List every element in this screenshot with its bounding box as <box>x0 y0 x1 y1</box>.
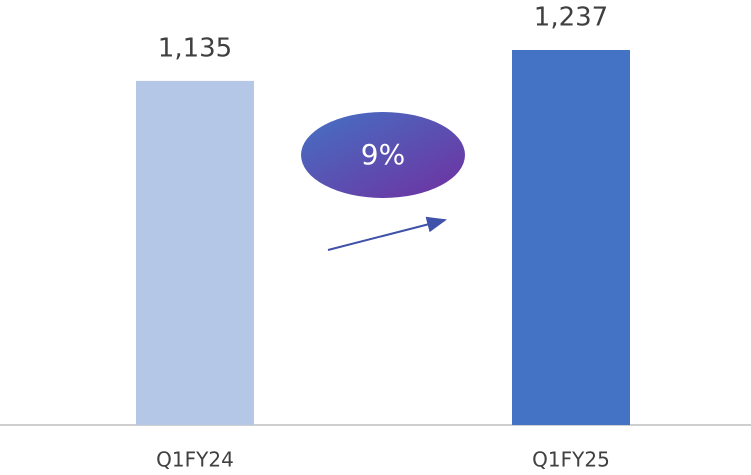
growth-badge <box>301 112 465 198</box>
growth-label: 9% <box>361 138 405 171</box>
bar <box>512 50 630 425</box>
bar <box>136 80 254 426</box>
value-label: 1,237 <box>534 3 608 33</box>
x-tick-label: Q1FY24 <box>156 448 234 472</box>
x-tick-label: Q1FY25 <box>532 448 610 472</box>
value-label: 1,135 <box>158 33 232 63</box>
growth-arrow <box>327 216 447 251</box>
